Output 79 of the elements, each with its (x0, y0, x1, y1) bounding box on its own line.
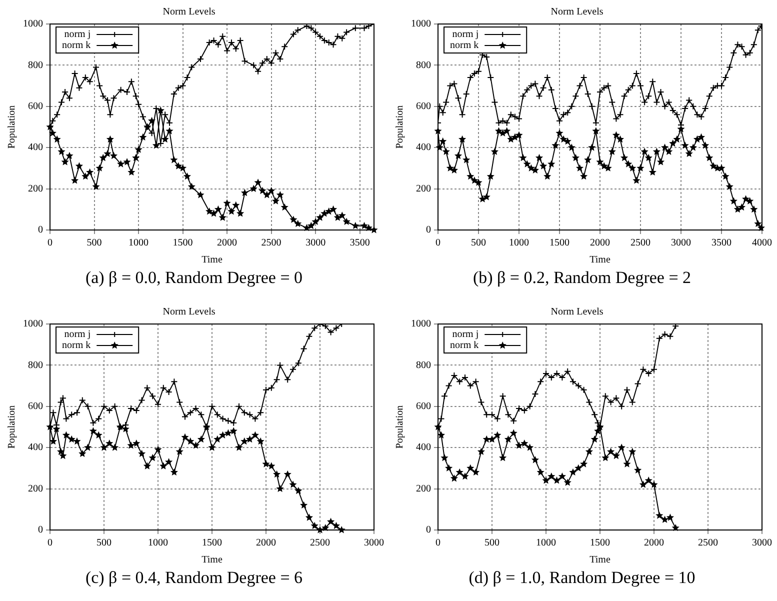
x-tick-label: 500 (471, 238, 486, 249)
x-tick-label: 0 (436, 238, 440, 249)
y-tick-label: 200 (28, 183, 43, 194)
y-tick-label: 400 (28, 442, 43, 454)
x-tick-label: 1000 (509, 238, 529, 249)
x-tick-label: 4000 (752, 238, 772, 249)
y-tick-label: 800 (416, 360, 431, 371)
y-tick-label: 400 (416, 442, 431, 454)
x-axis-title: Time (590, 554, 611, 566)
x-tick-label: 2500 (698, 538, 718, 549)
legend-label: norm k (450, 340, 479, 352)
x-axis-title: Time (202, 554, 223, 566)
y-tick-label: 0 (426, 224, 431, 236)
text: (d) β = 1.0, Random Degree = 10 (468, 568, 696, 588)
x-tick-label: 1000 (128, 238, 149, 249)
x-tick-label: 2000 (644, 538, 664, 549)
x-tick-label: 3000 (364, 538, 384, 549)
x-axis-title: Time (590, 254, 611, 266)
x-axis-title: Time (202, 254, 223, 266)
x-tick-label: 0 (48, 538, 52, 549)
y-tick-label: 800 (416, 60, 431, 71)
legend-label: norm j (64, 29, 91, 40)
y-tick-label: 400 (28, 142, 43, 154)
x-tick-label: 1500 (590, 538, 610, 549)
text: (b) β = 0.2, Random Degree = 2 (472, 268, 692, 288)
x-tick-label: 2500 (630, 238, 650, 249)
x-tick-label: 500 (96, 538, 112, 549)
y-tick-label: 600 (28, 101, 43, 112)
x-tick-label: 1500 (550, 238, 570, 249)
x-tick-label: 3500 (350, 238, 370, 249)
x-tick-label: 0 (436, 538, 440, 549)
x-tick-label: 2000 (590, 238, 610, 249)
x-tick-label: 2500 (310, 538, 330, 549)
y-tick-label: 0 (38, 224, 43, 236)
x-tick-label: 1000 (536, 538, 556, 549)
legend-label: norm k (62, 40, 91, 52)
x-tick-label: 2500 (261, 238, 282, 249)
y-tick-label: 1000 (23, 318, 43, 330)
y-axis-title: Population (394, 405, 406, 449)
y-axis-title: Population (394, 105, 406, 149)
chart-title: Norm Levels (162, 6, 216, 18)
y-tick-label: 400 (416, 142, 431, 154)
x-tick-label: 500 (484, 538, 500, 549)
legend-label: norm j (64, 329, 91, 340)
y-tick-label: 0 (38, 524, 43, 536)
y-axis-title: Population (6, 105, 18, 149)
legend-label: norm k (62, 340, 91, 352)
legend-label: norm k (450, 40, 479, 52)
x-tick-label: 2000 (217, 238, 238, 249)
y-tick-label: 600 (28, 401, 43, 412)
y-tick-label: 1000 (23, 18, 43, 30)
x-tick-label: 1000 (148, 538, 168, 549)
chart-title: Norm Levels (550, 306, 604, 318)
y-tick-label: 600 (416, 101, 431, 112)
y-axis-title: Population (6, 405, 18, 449)
x-tick-label: 3000 (671, 238, 691, 249)
x-tick-label: 3000 (752, 538, 772, 549)
x-tick-label: 1500 (202, 538, 222, 549)
y-tick-label: 1000 (411, 18, 431, 30)
text: (a) β = 0.0, Random Degree = 0 (84, 268, 304, 288)
x-tick-label: 0 (48, 238, 52, 249)
y-tick-label: 0 (426, 524, 431, 536)
chart-title: Norm Levels (162, 306, 216, 318)
y-tick-label: 800 (28, 360, 43, 371)
y-tick-label: 200 (28, 483, 43, 494)
x-tick-label: 500 (86, 238, 102, 249)
x-tick-label: 1500 (172, 238, 193, 249)
x-tick-label: 3000 (306, 238, 326, 249)
y-tick-label: 800 (28, 60, 43, 71)
x-tick-label: 3500 (712, 238, 732, 249)
x-tick-label: 2000 (256, 538, 276, 549)
y-tick-label: 200 (416, 183, 431, 194)
legend-label: norm j (452, 329, 479, 340)
y-tick-label: 600 (416, 401, 431, 412)
text: (c) β = 0.4, Random Degree = 6 (84, 568, 304, 588)
chart-title: Norm Levels (550, 6, 604, 18)
y-tick-label: 1000 (411, 318, 431, 330)
y-tick-label: 200 (416, 483, 431, 494)
legend-label: norm j (452, 29, 479, 40)
